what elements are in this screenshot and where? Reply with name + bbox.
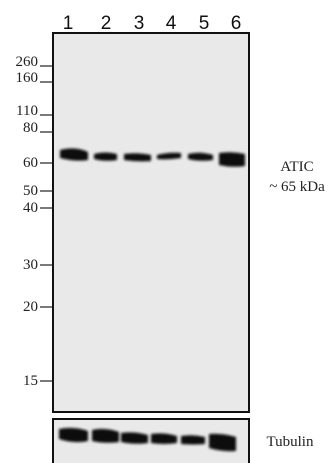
marker-label: 80 <box>23 120 38 136</box>
loading-control-label: Tubulin <box>267 434 314 450</box>
blot-figure: 1 2 3 4 5 6 260 160 110 80 60 50 40 30 2… <box>0 0 332 463</box>
marker-label: 30 <box>23 257 38 273</box>
protein-name: ATIC <box>280 159 313 175</box>
main-blot <box>53 33 249 412</box>
marker-label: 160 <box>16 70 39 86</box>
marker-label: 40 <box>23 200 38 216</box>
lane-label: 3 <box>134 13 145 34</box>
lane-labels: 1 2 3 4 5 6 <box>63 13 242 34</box>
marker-label: 15 <box>23 373 38 389</box>
marker-label: 60 <box>23 155 38 171</box>
marker-label: 110 <box>16 103 38 119</box>
markers <box>40 66 53 381</box>
lane-label: 4 <box>166 13 177 34</box>
protein-size: ~ 65 kDa <box>269 179 325 195</box>
marker-label: 260 <box>16 54 39 70</box>
lane-label: 6 <box>231 13 242 34</box>
lane-label: 5 <box>199 13 210 34</box>
marker-labels: 260 160 110 80 60 50 40 30 20 15 <box>16 54 39 389</box>
marker-label: 20 <box>23 299 38 315</box>
lane-label: 2 <box>101 13 112 34</box>
lane-label: 1 <box>63 13 74 34</box>
marker-label: 50 <box>23 183 38 199</box>
